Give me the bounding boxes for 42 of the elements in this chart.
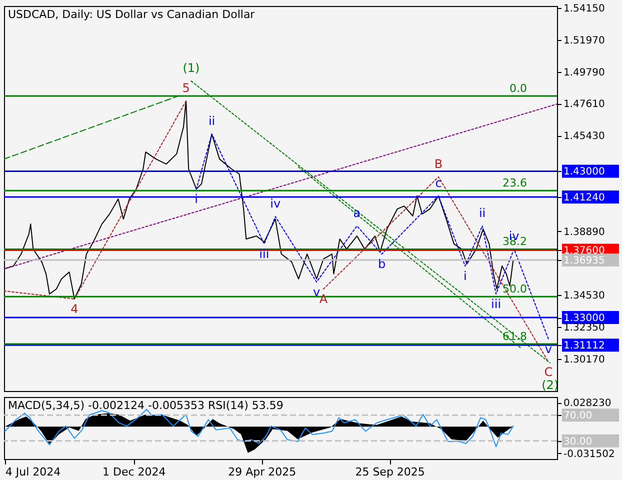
annotation: ii <box>208 114 216 128</box>
y-tick-label: 0.028230 <box>564 398 612 410</box>
x-tick-label: 29 Apr 2025 <box>228 466 296 478</box>
y2-tick-label: 30.00 <box>564 436 592 448</box>
annotation: iii <box>259 246 270 261</box>
y-tick-label: 1.45430 <box>564 131 605 142</box>
y-tick-label: 1.47610 <box>564 99 605 110</box>
y-tick-label: 1.34530 <box>564 290 605 302</box>
x-tick-label: 1 Dec 2024 <box>102 466 166 478</box>
y-tick-label: 1.33000 <box>564 313 605 324</box>
annotation: ii <box>478 206 486 220</box>
y2-tick-label: 70.00 <box>564 410 592 422</box>
annotation: B <box>434 156 443 171</box>
annotation: iv <box>270 196 281 211</box>
annotation: iii <box>491 296 502 311</box>
chart-title: MACD(5,34,5) -0.002124 -0.005353 RSI(14) 53.59 <box>8 399 284 412</box>
annotation: c <box>435 176 442 190</box>
x-tick-label: 25 Sep 2025 <box>355 466 425 478</box>
annotation: 0.0 <box>510 82 527 95</box>
annotation: C <box>544 364 553 379</box>
annotation: b <box>378 257 386 272</box>
annotation: i <box>463 269 467 284</box>
y-tick-label: 1.54150 <box>564 4 605 15</box>
annotation: 4 <box>70 302 78 316</box>
y-tick-label: -0.031502 <box>564 448 615 460</box>
annotation: 5 <box>182 80 190 95</box>
annotation: (1) <box>182 61 200 76</box>
y-tick-label: 1.41240 <box>564 192 605 204</box>
y-tick-label: 1.51970 <box>564 35 605 46</box>
chart-title: USDCAD, Daily: US Dollar vs Canadian Dollar <box>8 8 256 21</box>
annotation: 23.6 <box>502 176 527 190</box>
x-tick-label: 4 Jul 2024 <box>5 466 61 478</box>
y-tick-label: 1.43000 <box>564 166 605 178</box>
y-tick-label: 1.31112 <box>564 340 605 352</box>
y-tick-label: 1.32350 <box>564 322 605 334</box>
y-tick-label: 1.36935 <box>564 255 605 266</box>
y-tick-label: 1.38890 <box>564 226 605 238</box>
annotation: v <box>313 284 320 299</box>
y-tick-label: 1.49790 <box>564 67 605 78</box>
annotation: v <box>544 342 552 356</box>
y-tick-label: 1.30170 <box>564 354 605 366</box>
annotation: 50.0 <box>502 282 527 296</box>
